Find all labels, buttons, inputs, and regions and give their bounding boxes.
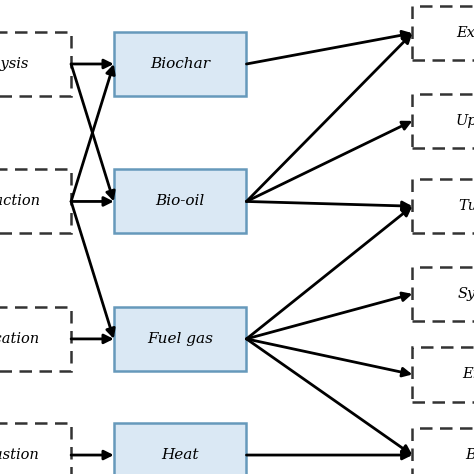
Bar bbox=[412, 179, 474, 234]
Text: Pyrolysis: Pyrolysis bbox=[0, 57, 28, 71]
Bar bbox=[412, 428, 474, 474]
Text: Extract: Extract bbox=[456, 26, 474, 40]
Text: Bio-oil: Bio-oil bbox=[155, 194, 205, 209]
Bar bbox=[412, 347, 474, 402]
Text: Boile: Boile bbox=[465, 448, 474, 462]
Text: Upgrad: Upgrad bbox=[456, 114, 474, 128]
Bar bbox=[114, 170, 246, 234]
Bar bbox=[114, 423, 246, 474]
Text: Heat: Heat bbox=[161, 448, 199, 462]
Bar bbox=[0, 32, 71, 96]
Bar bbox=[114, 32, 246, 96]
Bar bbox=[412, 6, 474, 61]
Text: Synthe: Synthe bbox=[458, 287, 474, 301]
Text: Biochar: Biochar bbox=[150, 57, 210, 71]
Text: Engin: Engin bbox=[462, 367, 474, 382]
Text: Turbin: Turbin bbox=[459, 199, 474, 213]
Bar bbox=[0, 423, 71, 474]
Bar bbox=[0, 307, 71, 371]
Text: Combustion: Combustion bbox=[0, 448, 40, 462]
Bar bbox=[412, 94, 474, 148]
Text: Gasification: Gasification bbox=[0, 332, 39, 346]
Text: Fuel gas: Fuel gas bbox=[147, 332, 213, 346]
Bar bbox=[0, 170, 71, 234]
Bar bbox=[114, 307, 246, 371]
Text: Torrefaction: Torrefaction bbox=[0, 194, 41, 209]
Bar bbox=[412, 266, 474, 321]
